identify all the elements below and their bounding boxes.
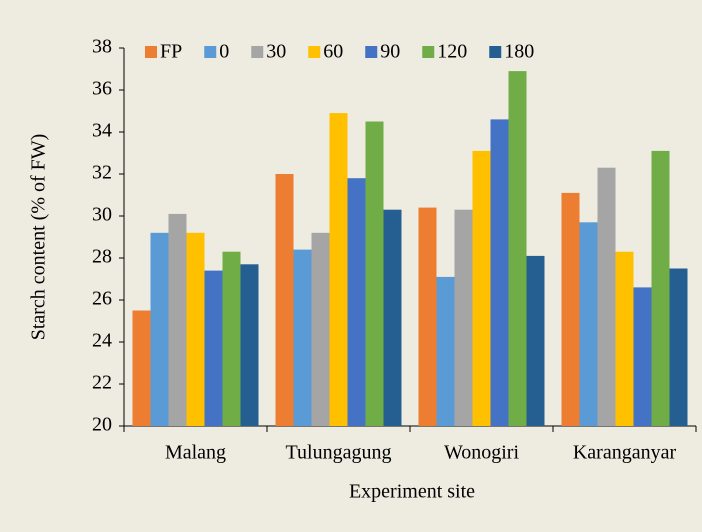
x-tick-label: Malang — [165, 442, 226, 464]
y-tick-label: 32 — [92, 162, 112, 184]
y-tick-label: 22 — [92, 372, 112, 394]
y-axis-label: Starch content (% of FW) — [28, 134, 50, 341]
x-tick-label: Wonogiri — [444, 442, 519, 464]
y-tick-label: 26 — [92, 288, 112, 310]
bar — [275, 174, 294, 426]
bar — [365, 121, 384, 426]
x-tick-label: Tulungagung — [286, 442, 392, 464]
y-tick-label: 30 — [92, 204, 112, 226]
y-tick-label: 34 — [92, 120, 112, 142]
legend-label: 120 — [437, 41, 467, 63]
bar — [240, 264, 259, 426]
bar — [347, 178, 366, 426]
bar — [436, 276, 455, 426]
legend-swatch — [204, 46, 217, 58]
legend-swatch — [251, 46, 264, 58]
legend-label: 90 — [380, 41, 400, 63]
y-tick-label: 28 — [92, 246, 112, 268]
bar — [293, 249, 312, 426]
legend-swatch — [489, 46, 502, 58]
bar — [561, 192, 580, 426]
x-tick-label: Karanganyar — [573, 442, 677, 464]
y-tick-label: 20 — [92, 414, 112, 436]
legend-label: 30 — [266, 41, 286, 63]
legend-swatch — [145, 46, 157, 58]
bar — [472, 150, 491, 426]
bar — [168, 213, 187, 426]
bar — [633, 287, 652, 426]
y-tick-label: 24 — [92, 330, 112, 352]
legend-swatch — [308, 46, 321, 58]
bar — [329, 113, 348, 426]
bar — [615, 251, 634, 426]
bar — [311, 232, 330, 426]
bar — [132, 310, 151, 426]
bar — [454, 209, 473, 426]
bar — [651, 150, 670, 426]
legend-label: FP — [160, 41, 182, 63]
x-axis-label: Experiment site — [349, 481, 475, 503]
y-tick-label: 38 — [92, 36, 112, 58]
legend-label: 0 — [219, 41, 229, 63]
y-tick-label: 36 — [92, 78, 112, 100]
bar — [508, 71, 527, 426]
bar — [597, 167, 616, 426]
legend-label: 180 — [504, 41, 534, 63]
bar — [222, 251, 241, 426]
bar — [526, 255, 545, 426]
bar — [204, 270, 223, 426]
bar — [186, 232, 205, 426]
bar — [490, 119, 509, 427]
bar — [418, 207, 437, 426]
bar — [579, 222, 598, 426]
bar — [383, 209, 402, 426]
legend-label: 60 — [323, 41, 343, 63]
legend-swatch — [422, 46, 435, 58]
bar — [150, 232, 169, 426]
legend-swatch — [365, 46, 378, 58]
bar — [669, 268, 688, 426]
